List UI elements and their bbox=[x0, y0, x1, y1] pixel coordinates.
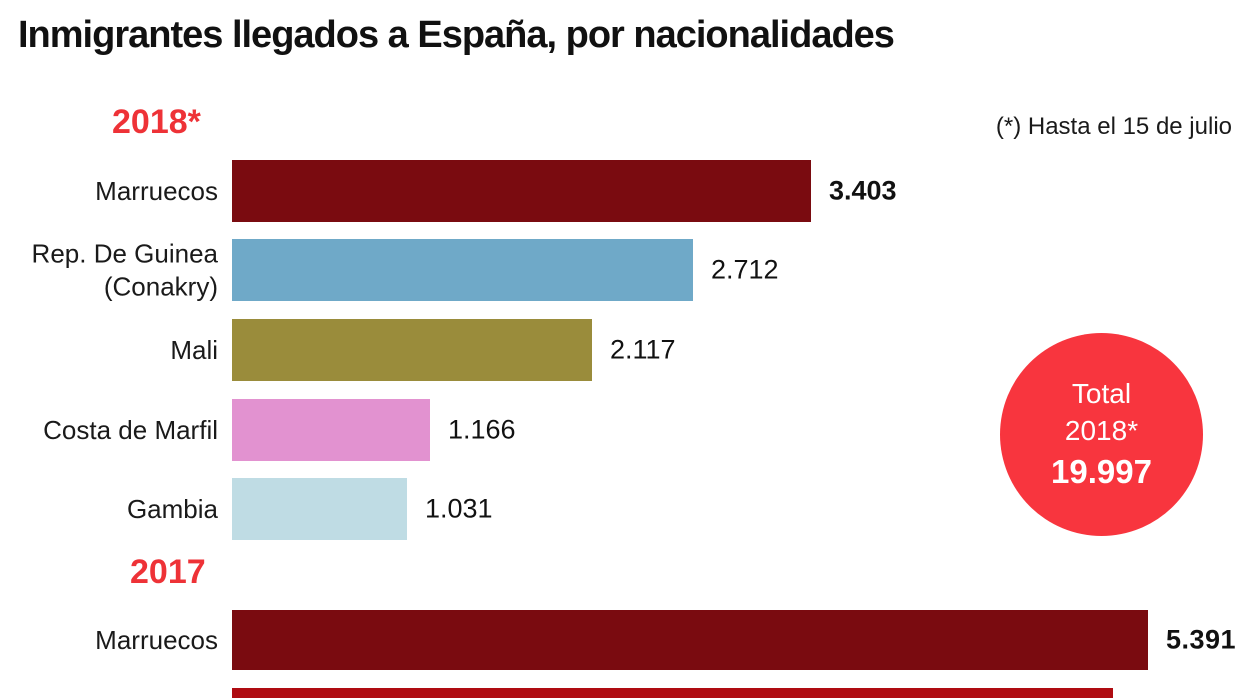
bar-partial-2017 bbox=[232, 688, 1113, 698]
bar-costa-de-marfil-2018 bbox=[232, 399, 430, 461]
footnote: (*) Hasta el 15 de julio bbox=[995, 113, 1232, 140]
section-label-2018: 2018* bbox=[112, 103, 201, 141]
bar-value: 1.166 bbox=[448, 414, 516, 445]
bar-guinea-2018 bbox=[232, 239, 693, 301]
bar-row-mali-2018: Mali 2.117 bbox=[0, 319, 1248, 381]
bar-value: 3.403 bbox=[829, 175, 897, 206]
category-label: Costa de Marfil bbox=[43, 414, 218, 445]
category-label: Marruecos bbox=[95, 624, 218, 655]
bar-marruecos-2017 bbox=[232, 610, 1148, 670]
bar-row-gambia-2018: Gambia 1.031 bbox=[0, 478, 1248, 540]
chart-title: Inmigrantes llegados a España, por nacio… bbox=[18, 14, 895, 56]
bar-row-partial-2017 bbox=[0, 688, 1248, 698]
category-label: Rep. De Guinea (Conakry) bbox=[31, 238, 218, 302]
category-label: Marruecos bbox=[95, 175, 218, 206]
bar-value: 2.117 bbox=[610, 334, 676, 365]
bar-row-guinea-2018: Rep. De Guinea (Conakry) 2.712 bbox=[0, 239, 1248, 301]
bar-value: 1.031 bbox=[425, 493, 493, 524]
total-badge-line2: 2018* bbox=[1064, 414, 1139, 446]
category-label: Gambia bbox=[126, 493, 218, 524]
bar-value: 5.391 bbox=[1166, 624, 1237, 655]
bar-marruecos-2018 bbox=[232, 160, 811, 222]
total-badge: Total 2018* 19.997 bbox=[1000, 333, 1203, 536]
bar-mali-2018 bbox=[232, 319, 592, 381]
section-label-2017: 2017 bbox=[130, 553, 206, 591]
bar-row-costa-de-marfil-2018: Costa de Marfil 1.166 bbox=[0, 399, 1248, 461]
category-label: Mali bbox=[170, 334, 218, 365]
bar-value: 2.712 bbox=[711, 254, 779, 285]
bar-gambia-2018 bbox=[232, 478, 407, 540]
bar-row-marruecos-2018: Marruecos 3.403 bbox=[0, 160, 1248, 222]
total-badge-line1: Total bbox=[1071, 377, 1132, 409]
total-badge-value: 19.997 bbox=[1051, 452, 1152, 490]
bar-row-marruecos-2017: Marruecos 5.391 bbox=[0, 610, 1248, 670]
